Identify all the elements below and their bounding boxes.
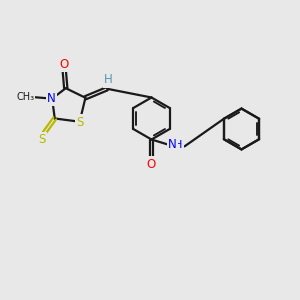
Text: O: O [60,58,69,71]
Text: N: N [168,138,177,152]
Text: N: N [47,92,56,104]
Text: S: S [76,116,84,129]
Text: O: O [146,158,155,171]
Text: CH₃: CH₃ [16,92,34,101]
Text: H: H [104,73,113,86]
Text: S: S [38,133,46,146]
Text: H: H [174,140,183,150]
